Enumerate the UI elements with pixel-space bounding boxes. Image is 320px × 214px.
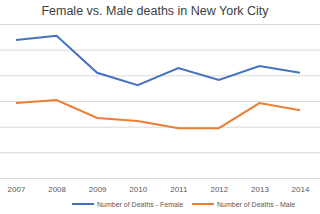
x-tick-label: 2009 [89, 185, 107, 194]
x-tick: 2008 [48, 178, 66, 194]
y-tick [0, 127, 320, 128]
x-tick: 2011 [170, 178, 188, 194]
y-axis [0, 25, 320, 179]
plot-area [16, 36, 300, 128]
legend-label: Number of Deaths - Male [217, 201, 295, 208]
x-tick-label: 2007 [8, 185, 26, 194]
y-tick [0, 152, 320, 153]
y-tick [0, 50, 320, 51]
title: Female vs. Male deaths in New York City [41, 4, 269, 18]
x-tick-label: 2012 [210, 185, 228, 194]
y-tick [0, 178, 320, 179]
x-tick: 2009 [89, 178, 107, 194]
x-tick-label: 2011 [170, 185, 188, 194]
grid-line [0, 50, 320, 51]
x-tick-label: 2008 [48, 185, 66, 194]
x-tick: 2010 [129, 178, 147, 194]
grid-line [0, 178, 320, 179]
y-tick [0, 24, 320, 25]
x-tick-label: 2013 [251, 185, 269, 194]
legend-label: Number of Deaths - Female [97, 201, 183, 208]
x-tick-label: 2014 [292, 185, 310, 194]
grid-line [0, 127, 320, 128]
x-axis: 2007 2008 2009 2010 2011 2012 2013 2014 [8, 178, 310, 194]
grid-line [0, 152, 320, 153]
grid-line [0, 24, 320, 25]
series-line [16, 100, 300, 128]
x-tick-label: 2010 [129, 185, 147, 194]
legend-swatch [192, 203, 214, 205]
legend: Number of Deaths - Female Number of Death… [72, 201, 295, 208]
x-tick: 2013 [251, 178, 269, 194]
x-tick: 2012 [210, 178, 228, 194]
legend-swatch [72, 203, 94, 205]
x-tick: 2007 [8, 178, 26, 194]
x-axis-line [17, 178, 301, 179]
x-tick: 2014 [292, 178, 310, 194]
series-line [16, 36, 300, 85]
chart: 2007 2008 2009 2010 2011 2012 2013 2014 Female v… [0, 0, 320, 214]
